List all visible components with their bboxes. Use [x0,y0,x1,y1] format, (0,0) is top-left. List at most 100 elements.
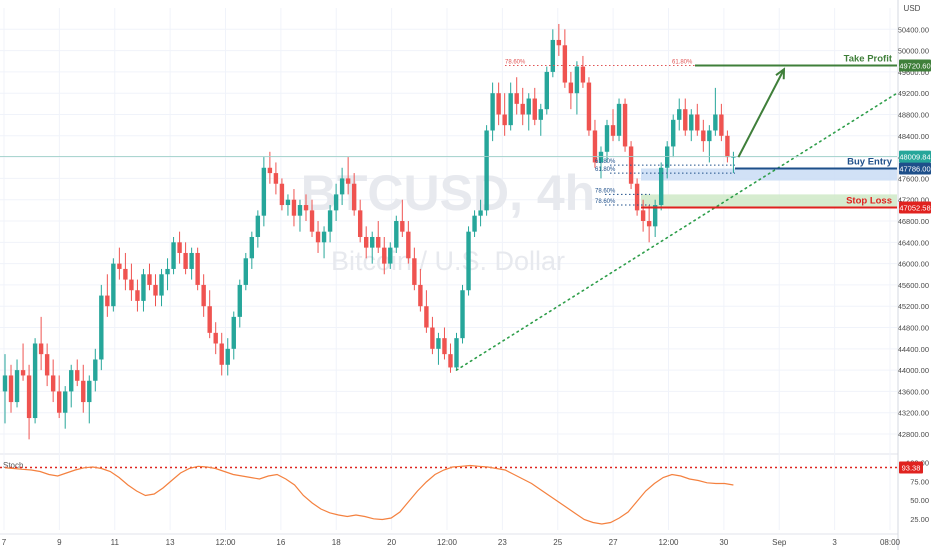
candle-body[interactable] [671,119,676,147]
candle-body[interactable] [159,274,164,296]
candle-body[interactable] [502,114,507,126]
candle-body[interactable] [117,263,122,269]
candle-body[interactable] [562,45,568,83]
candle-body[interactable] [388,247,393,264]
candle-body[interactable] [689,114,694,131]
candle-body[interactable] [574,66,580,94]
candle-body[interactable] [189,252,194,269]
candle-body[interactable] [135,290,140,301]
candle-body[interactable] [665,146,670,168]
candle-body[interactable] [153,284,158,296]
candle-body[interactable] [448,354,453,368]
candle-body[interactable] [490,93,495,131]
candle-body[interactable] [297,205,303,216]
candle-body[interactable] [683,109,688,131]
candle-body[interactable] [261,167,267,216]
candle-body[interactable] [677,109,682,120]
candle-body[interactable] [26,375,32,419]
candle-body[interactable] [99,295,104,360]
candle-body[interactable] [544,71,549,110]
candle-body[interactable] [345,178,351,184]
candle-body[interactable] [279,183,285,206]
candle-body[interactable] [370,236,375,248]
candle-body[interactable] [652,205,658,227]
candle-body[interactable] [69,370,74,392]
candle-body[interactable] [514,93,519,104]
candle-body[interactable] [640,210,646,222]
candle-body[interactable] [646,221,652,227]
candle-body[interactable] [442,338,447,355]
candle-body[interactable] [460,290,465,339]
candle-body[interactable] [526,98,531,115]
candle-body[interactable] [658,167,664,206]
candle-body[interactable] [586,82,592,131]
candle-body[interactable] [484,130,489,211]
candle-body[interactable] [273,173,279,184]
candle-body[interactable] [87,380,92,403]
candle-body[interactable] [466,231,471,291]
candle-body[interactable] [701,130,706,142]
candle-body[interactable] [177,242,182,253]
candle-body[interactable] [508,93,513,126]
candle-body[interactable] [32,343,38,419]
candle-body[interactable] [532,98,537,120]
candle-body[interactable] [147,274,152,285]
candle-body[interactable] [430,327,435,349]
candle-body[interactable] [225,348,230,365]
candle-body[interactable] [604,125,610,152]
candle-body[interactable] [568,82,574,94]
candle-body[interactable] [243,258,248,285]
candle-body[interactable] [327,210,333,232]
price-axis[interactable]: USD 50400.00 50000.00 49600.00 49200.00 4880… [897,0,931,550]
candle-body[interactable] [713,114,718,131]
candle-body[interactable] [231,316,236,349]
candle-body[interactable] [129,279,134,291]
candle-body[interactable] [610,125,616,136]
candle-body[interactable] [111,263,116,307]
candle-body[interactable] [400,221,405,232]
candle-body[interactable] [364,236,369,248]
candle-body[interactable] [14,370,20,403]
candle-body[interactable] [303,205,309,211]
candle-body[interactable] [598,151,604,163]
candle-body[interactable] [719,114,724,136]
candle-body[interactable] [550,39,556,72]
candle-body[interactable] [249,236,255,259]
stoch-pane[interactable]: Stoch [0,461,897,525]
time-axis[interactable]: 7 9 11 13 12:00 16 18 20 12:00 23 25 27 12:00 30 Sep 3 0… [2,538,901,547]
candle-body[interactable] [496,93,501,115]
candle-body[interactable] [195,252,200,285]
candle-body[interactable] [616,103,622,136]
candle-body[interactable] [56,391,62,413]
candle-body[interactable] [412,258,417,285]
candle-body[interactable] [472,215,477,232]
candle-body[interactable] [520,103,525,115]
candle-body[interactable] [394,221,399,248]
candle-body[interactable] [309,210,315,232]
candle-body[interactable] [213,332,218,344]
candle-body[interactable] [406,231,411,259]
candle-body[interactable] [123,268,128,280]
candle-body[interactable] [357,210,363,237]
candle-body[interactable] [255,215,261,237]
candle-body[interactable] [201,284,206,307]
candle-body[interactable] [478,210,483,216]
candle-body[interactable] [321,231,327,243]
candle-body[interactable] [725,135,730,158]
candle-body[interactable] [556,39,562,46]
candle-body[interactable] [707,130,712,142]
candle-body[interactable] [592,130,598,163]
candle-body[interactable] [50,375,56,392]
candle-body[interactable] [237,284,242,317]
candle-body[interactable] [424,306,429,328]
candle-body[interactable] [165,268,170,275]
candle-body[interactable] [171,242,176,269]
candle-body[interactable] [454,338,459,368]
candles-layer[interactable] [2,23,736,440]
candle-body[interactable] [20,370,26,376]
candle-body[interactable] [339,178,345,195]
candle-body[interactable] [267,167,273,174]
candle-body[interactable] [75,370,80,381]
